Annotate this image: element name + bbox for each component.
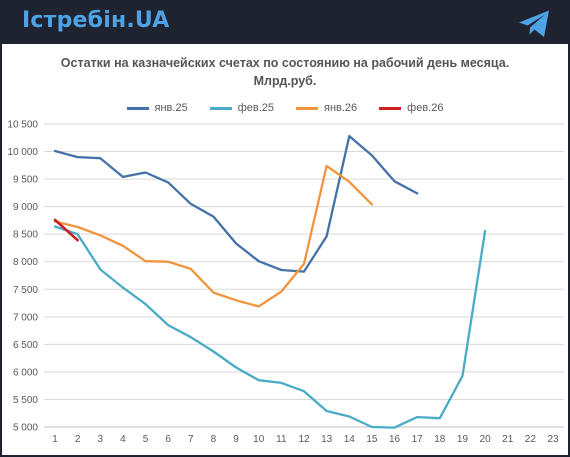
y-tick-label: 9 500 — [13, 175, 38, 186]
channel-name: Істребін.UA — [22, 8, 170, 33]
chart-legend: янв.25 фев.25 янв.26 фев.26 — [2, 102, 568, 114]
chart-title-line2: Млрд.руб. — [253, 74, 317, 88]
legend-swatch — [379, 106, 402, 110]
series-line-фев.26 — [53, 218, 79, 242]
chart-title: Остатки на казначейских счетах по состоя… — [2, 54, 568, 90]
legend-label: янв.26 — [324, 102, 358, 114]
series-line-фев.25 — [53, 225, 487, 429]
legend-item: фев.26 — [379, 102, 443, 114]
x-tick-label: 16 — [389, 434, 401, 445]
x-tick-label: 6 — [165, 434, 171, 445]
x-tick-label: 1 — [52, 434, 58, 445]
y-tick-label: 5 500 — [13, 395, 38, 406]
channel-header: Істребін.UA — [0, 0, 570, 44]
x-tick-label: 5 — [143, 434, 149, 445]
legend-item: янв.26 — [296, 102, 357, 114]
x-tick-label: 8 — [211, 434, 217, 445]
x-tick-label: 3 — [97, 434, 103, 445]
y-tick-label: 8 000 — [13, 257, 38, 268]
x-tick-label: 20 — [480, 434, 492, 445]
x-tick-label: 9 — [233, 434, 239, 445]
legend-item: янв.25 — [126, 102, 188, 114]
legend-swatch — [296, 106, 318, 110]
y-tick-label: 7 500 — [13, 285, 38, 296]
x-tick-label: 19 — [457, 434, 469, 445]
y-tick-label: 5 000 — [13, 423, 38, 434]
x-tick-label: 15 — [366, 434, 378, 445]
legend-swatch — [126, 106, 149, 110]
x-tick-label: 2 — [75, 434, 81, 445]
y-tick-label: 10 500 — [7, 120, 38, 131]
telegram-icon[interactable] — [518, 9, 552, 39]
x-tick-label: 14 — [344, 434, 356, 445]
x-tick-label: 13 — [321, 434, 333, 445]
legend-swatch — [209, 106, 232, 110]
y-tick-label: 7 000 — [13, 312, 38, 323]
x-tick-label: 7 — [188, 434, 194, 445]
x-tick-label: 18 — [434, 434, 446, 445]
legend-label: янв.25 — [154, 102, 188, 114]
x-tick-label: 11 — [276, 434, 287, 445]
x-tick-label: 21 — [502, 434, 514, 445]
x-tick-label: 4 — [120, 434, 126, 445]
y-tick-label: 6 000 — [13, 367, 38, 378]
y-tick-label: 9 000 — [13, 202, 38, 213]
x-tick-label: 10 — [253, 434, 265, 445]
legend-item: фев.25 — [209, 102, 274, 114]
x-tick-label: 12 — [298, 434, 310, 445]
y-tick-label: 6 500 — [13, 340, 38, 351]
series-line-янв.25 — [53, 134, 419, 273]
chart-title-line1: Остатки на казначейских счетах по состоя… — [60, 56, 510, 70]
x-tick-label: 23 — [547, 434, 559, 445]
y-tick-label: 8 500 — [13, 230, 38, 241]
legend-label: фев.26 — [407, 102, 444, 114]
chart-panel: Остатки на казначейских счетах по состоя… — [2, 44, 568, 455]
line-chart: 5 000 5 500 6 000 6 500 7 000 7 500 8 000 8 500… — [7, 120, 564, 445]
legend-label: фев.25 — [237, 102, 274, 114]
series-line-янв.26 — [53, 164, 374, 308]
y-tick-label: 10 000 — [7, 147, 38, 158]
x-tick-label: 22 — [525, 434, 537, 445]
x-tick-label: 17 — [412, 434, 424, 445]
